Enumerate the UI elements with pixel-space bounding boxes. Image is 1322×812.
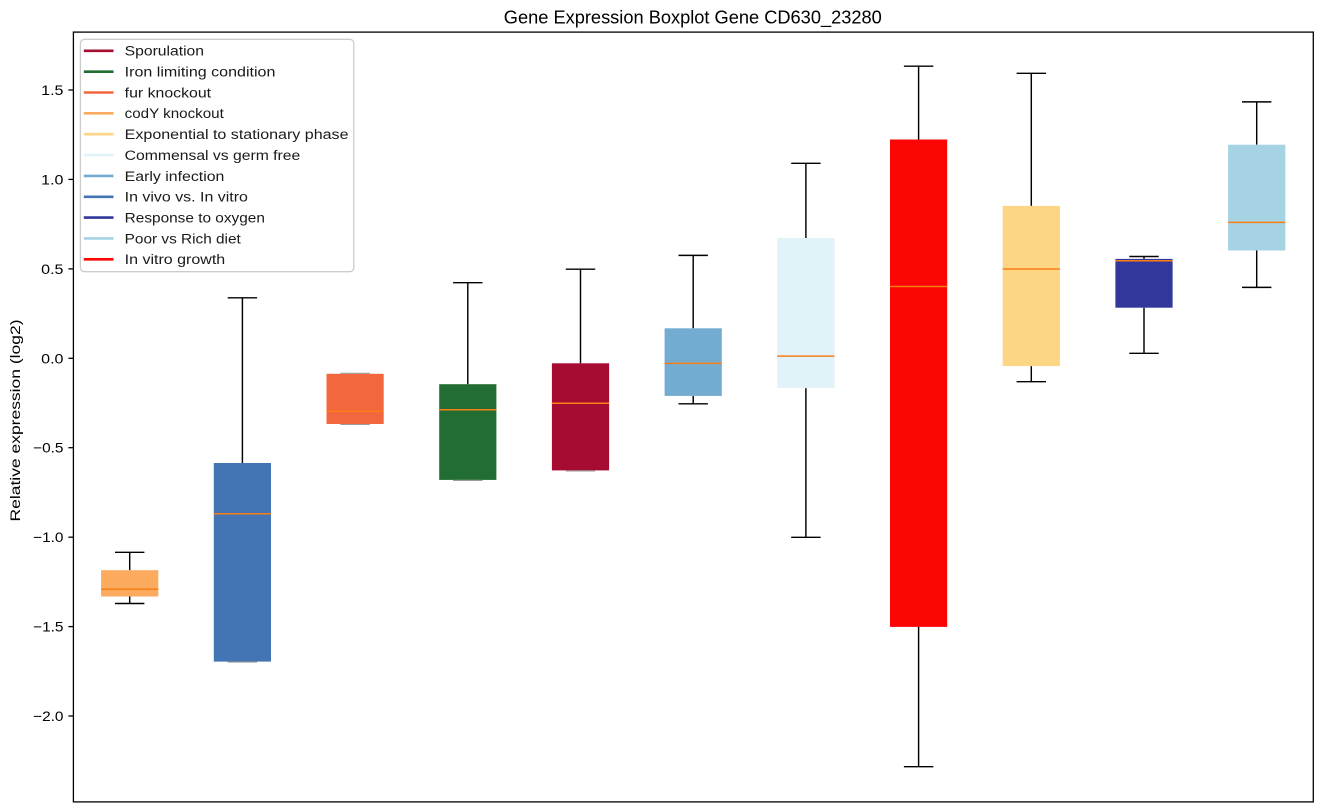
svg-text:Relative expression (log2): Relative expression (log2) [8,320,24,522]
svg-text:Poor vs Rich diet: Poor vs Rich diet [125,231,241,247]
svg-text:Gene Expression Boxplot Gene C: Gene Expression Boxplot Gene CD630_23280 [504,7,882,29]
svg-text:fur knockout: fur knockout [125,85,211,101]
svg-text:Iron limiting condition: Iron limiting condition [125,65,276,81]
svg-text:In vitro growth: In vitro growth [125,252,225,268]
svg-text:In vivo vs. In vitro: In vivo vs. In vitro [125,190,248,206]
svg-text:−0.5: −0.5 [33,441,64,457]
svg-text:−1.5: −1.5 [33,620,64,636]
svg-text:Early infection: Early infection [125,169,225,185]
svg-text:0.0: 0.0 [41,351,63,367]
svg-text:0.5: 0.5 [41,262,63,278]
svg-text:Exponential to stationary phas: Exponential to stationary phase [125,127,349,143]
svg-text:−1.0: −1.0 [33,530,64,546]
svg-text:1.0: 1.0 [41,172,63,188]
svg-text:Commensal vs germ free: Commensal vs germ free [125,148,301,164]
svg-text:−2.0: −2.0 [33,709,64,725]
svg-text:1.5: 1.5 [41,83,63,99]
svg-text:Sporulation: Sporulation [125,44,204,60]
svg-text:Response to oxygen: Response to oxygen [125,211,265,227]
svg-text:codY knockout: codY knockout [125,106,224,122]
